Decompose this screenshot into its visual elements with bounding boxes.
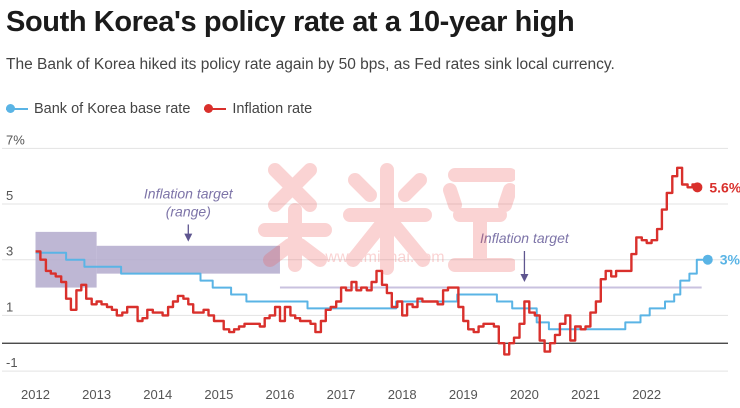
legend-label-inflation: Inflation rate [232, 101, 313, 117]
x-tick-label: 2017 [327, 387, 356, 402]
x-tick-label: 2016 [266, 387, 295, 402]
watermark-logo: www.mizhai.com [258, 163, 515, 275]
y-tick-label: -1 [6, 355, 18, 370]
y-tick-label: 5 [6, 188, 13, 203]
x-tick-label: 2021 [571, 387, 600, 402]
x-tick-label: 2015 [204, 387, 233, 402]
legend-label-base-rate: Bank of Korea base rate [34, 101, 191, 117]
x-tick-label: 2022 [632, 387, 661, 402]
inflation-end-dot [692, 182, 703, 193]
annotation-label: Inflation target [144, 185, 234, 201]
annotation-arrowhead [520, 273, 529, 282]
inflation-line [35, 166, 699, 356]
legend-swatch-base-rate [6, 104, 28, 114]
chart-title: South Korea's policy rate at a 10-year h… [6, 6, 575, 38]
base-rate-line [35, 251, 708, 331]
legend-item-base-rate: Bank of Korea base rate [6, 101, 190, 117]
x-tick-label: 2020 [510, 387, 539, 402]
y-tick-label: 3 [6, 244, 13, 259]
annotation-label: (range) [166, 203, 211, 219]
x-tick-label: 2018 [388, 387, 417, 402]
x-tick-label: 2019 [449, 387, 478, 402]
x-tick-label: 2014 [143, 387, 172, 402]
y-tick-label: 1 [6, 299, 13, 314]
base-rate-end-dot [702, 254, 713, 265]
annotation-label: Inflation target [480, 230, 570, 246]
x-tick-label: 2012 [21, 387, 50, 402]
chart-subtitle: The Bank of Korea hiked its policy rate … [6, 56, 615, 73]
x-tick-label: 2013 [82, 387, 111, 402]
end-label: 5.6% [709, 179, 740, 195]
inflation-target-band [96, 245, 280, 274]
annotation-arrowhead [184, 233, 193, 242]
y-tick-label: 7% [6, 132, 25, 147]
watermark-text: www.mizhai.com [324, 249, 444, 266]
chart-legend: Bank of Korea base rate Inflation rate [6, 101, 326, 117]
legend-swatch-inflation [204, 104, 227, 114]
legend-item-inflation: Inflation rate [204, 101, 312, 117]
end-label: 3% [720, 252, 740, 268]
